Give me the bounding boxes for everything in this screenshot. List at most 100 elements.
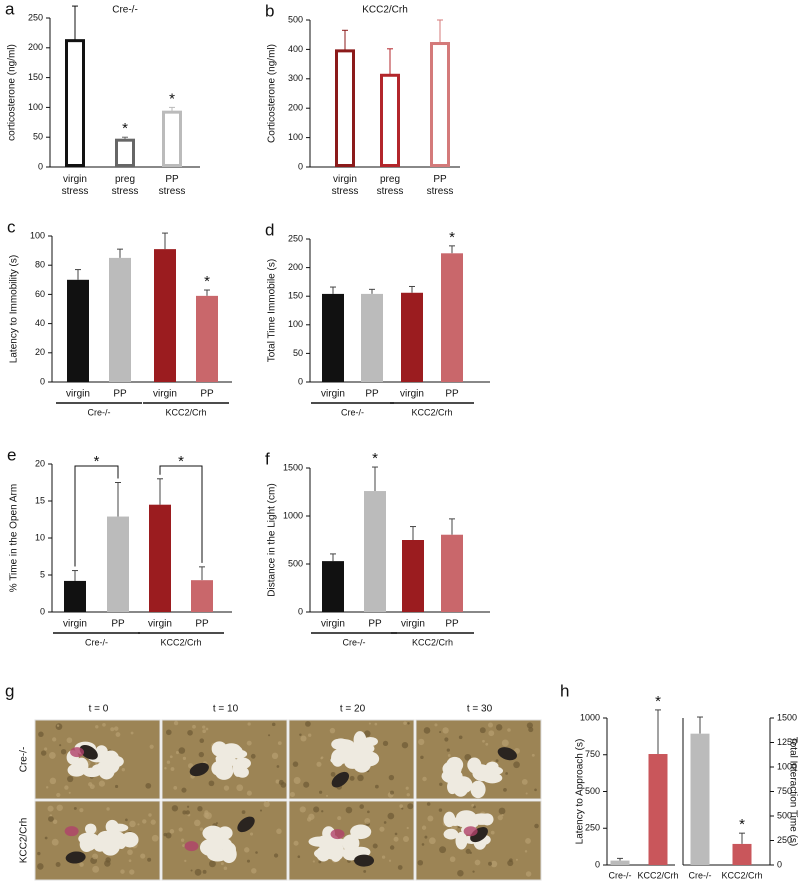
photo-texture [180,838,185,842]
photo-texture [469,851,472,855]
photo-texture [268,734,271,737]
photo-texture [397,865,403,870]
y-tick-label: 400 [288,44,303,54]
nest [455,831,468,850]
photo-texture [202,725,206,729]
photo-texture [247,722,251,726]
x-tick-label: KCC2/Crh [637,870,678,880]
photo-texture [457,869,464,877]
photo-texture [501,739,509,747]
nest [456,810,477,825]
photo-texture [194,819,201,827]
photo-texture [521,778,528,785]
photo-texture [56,792,61,798]
photo-texture [165,729,172,736]
photo-texture [299,806,306,813]
mouse [354,854,375,867]
photo-texture [199,738,205,744]
photo-texture [407,722,410,725]
photo-texture [147,857,152,862]
y-tick-label: 20 [35,347,45,357]
photo-texture [98,780,106,787]
photo-texture [115,732,121,737]
nest [443,828,459,840]
nest [105,759,117,772]
photo-texture [165,832,172,839]
photo-texture [102,722,106,727]
y-tick-label: 1500 [777,712,797,722]
y-axis-title: corticosterone (ng/ml) [7,44,18,141]
significance: * [449,229,455,246]
chart-title: Cre-/- [112,5,138,16]
photo-texture [487,722,494,728]
x-tick-label: virgin stress [62,174,89,197]
photo-texture [482,739,485,743]
photo-texture [277,741,282,746]
x-tick-label: KCC2/Crh [721,870,762,880]
y-tick-label: 150 [288,291,303,301]
column-label: t = 10 [213,704,239,715]
photo-texture [178,747,186,754]
nest [236,766,249,778]
nest [233,757,251,769]
nest [353,731,367,749]
significance: * [655,693,661,710]
photo-texture [223,866,228,871]
photo-texture [399,804,404,808]
photo-texture [199,827,204,831]
panel-label: g [5,681,14,700]
photo-texture [382,740,389,747]
y-tick-label: 500 [288,558,303,568]
photo-texture [501,813,504,817]
photo-texture [444,737,449,742]
nest [111,838,123,850]
bar [610,860,630,865]
y-tick-label: 40 [35,318,45,328]
nest [330,848,342,862]
photo-texture [320,757,323,760]
photo-texture [442,727,449,734]
x-tick-label: virgin [321,389,345,400]
photo-texture [406,826,409,830]
bar [441,253,463,382]
photo-texture [316,761,322,767]
photo-texture [263,801,270,808]
photo-texture [439,731,442,734]
nest [481,813,494,826]
photo-texture [303,781,310,788]
y-tick-label: 80 [35,260,45,270]
photo-texture [241,810,246,815]
photo-texture [326,794,329,797]
photo-texture [121,767,125,772]
photo-texture [393,836,399,842]
photo-texture [525,838,531,844]
photo-texture [498,807,506,815]
x-tick-label: PP [368,619,382,630]
photo-texture [52,737,57,742]
photo-texture [329,727,336,734]
bar [196,295,218,382]
photo-texture [182,756,187,761]
pups [70,747,85,758]
photo-texture [51,838,59,846]
photo-texture [403,721,407,725]
photo-texture [367,810,370,814]
y-tick-label: 0 [40,376,45,386]
photo-texture [297,855,301,859]
photo-texture [319,790,323,794]
group-label: Cre-/- [85,637,108,647]
photo-texture [73,806,77,810]
x-tick-label: PP stress [159,174,186,197]
bar [67,279,89,382]
photo-texture [509,858,513,863]
x-tick-label: virgin [153,389,177,400]
photo-texture [163,832,168,837]
photo-texture [67,775,74,783]
pups [184,841,199,852]
photo-texture [128,859,132,863]
bar [335,49,355,167]
nest [74,757,89,775]
bar [648,754,668,865]
y-axis-title: % Time in the Open Arm [9,484,20,592]
